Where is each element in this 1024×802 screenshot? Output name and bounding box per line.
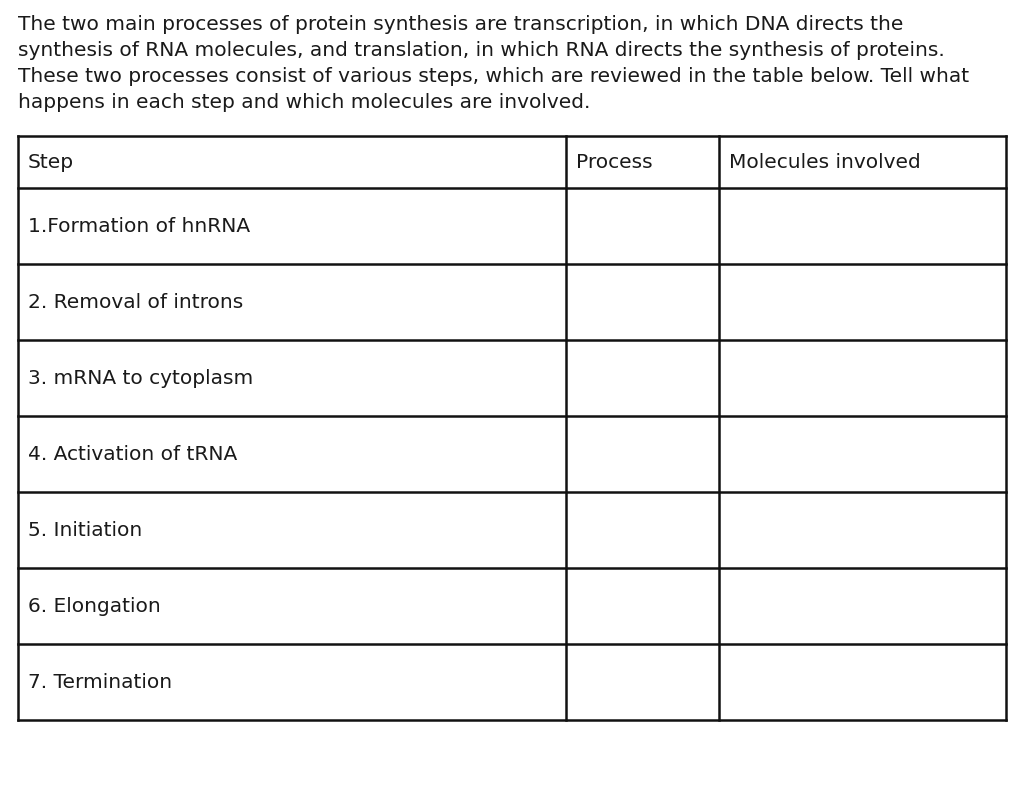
- Text: 5. Initiation: 5. Initiation: [28, 520, 142, 540]
- Text: 3. mRNA to cytoplasm: 3. mRNA to cytoplasm: [28, 369, 253, 388]
- Text: 6. Elongation: 6. Elongation: [28, 597, 161, 616]
- Text: synthesis of RNA molecules, and translation, in which RNA directs the synthesis : synthesis of RNA molecules, and translat…: [18, 42, 945, 60]
- Text: 1.Formation of hnRNA: 1.Formation of hnRNA: [28, 217, 250, 237]
- Text: 4. Activation of tRNA: 4. Activation of tRNA: [28, 445, 238, 464]
- Text: happens in each step and which molecules are involved.: happens in each step and which molecules…: [18, 93, 591, 112]
- Text: Molecules involved: Molecules involved: [729, 153, 922, 172]
- Text: The two main processes of protein synthesis are transcription, in which DNA dire: The two main processes of protein synthe…: [18, 15, 903, 34]
- Text: Step: Step: [28, 153, 74, 172]
- Text: Process: Process: [577, 153, 653, 172]
- Text: These two processes consist of various steps, which are reviewed in the table be: These two processes consist of various s…: [18, 67, 969, 87]
- Text: 2. Removal of introns: 2. Removal of introns: [28, 294, 244, 312]
- Text: 7. Termination: 7. Termination: [28, 673, 172, 691]
